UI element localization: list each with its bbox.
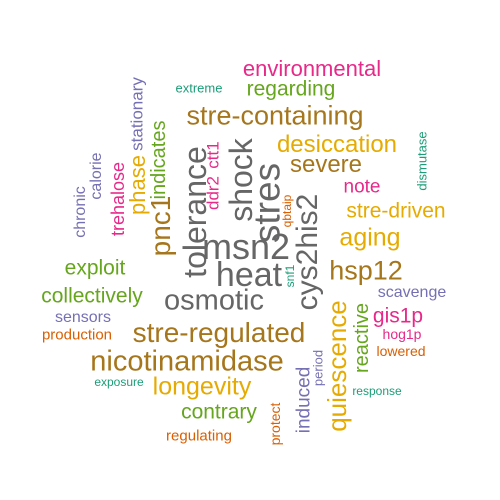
word-aging: aging bbox=[339, 223, 401, 252]
word-cys2his2: cys2his2 bbox=[291, 193, 324, 311]
word-stationary: stationary bbox=[127, 77, 147, 151]
word-indicates: indicates bbox=[148, 120, 170, 200]
word-production: production bbox=[41, 326, 113, 344]
word-stre-containing: stre-containing bbox=[186, 100, 364, 131]
word-ddr2: ddr2 bbox=[203, 175, 223, 211]
word-quiescence: quiescence bbox=[322, 300, 352, 432]
word-sensors: sensors bbox=[54, 309, 112, 326]
word-heat: heat bbox=[215, 256, 283, 294]
word-extreme: extreme bbox=[175, 80, 223, 96]
word-stre-driven: stre-driven bbox=[346, 199, 446, 223]
word-contrary: contrary bbox=[181, 400, 257, 424]
word-reactive: reactive bbox=[351, 302, 373, 374]
word-stre-regulated: stre-regulated bbox=[132, 317, 306, 348]
word-calorie: calorie bbox=[88, 152, 105, 200]
word-note: note bbox=[343, 176, 381, 198]
word-regarding: regarding bbox=[246, 77, 336, 101]
word-nicotinamidase: nicotinamidase bbox=[90, 345, 284, 378]
word-environmental: environmental bbox=[242, 56, 382, 81]
word-lowered: lowered bbox=[376, 343, 426, 359]
word-ctt1: ctt1 bbox=[203, 141, 223, 169]
word-qbtaip: qbtaip bbox=[280, 194, 294, 228]
word-exploit: exploit bbox=[64, 256, 126, 280]
word-desiccation: desiccation bbox=[276, 131, 398, 158]
word-scavenge: scavenge bbox=[377, 284, 447, 301]
word-longevity: longevity bbox=[152, 372, 252, 401]
word-induced: induced bbox=[293, 366, 315, 434]
word-pnc1: pnc1 bbox=[145, 195, 176, 257]
word-snf1: snf1 bbox=[283, 264, 297, 288]
word-hog1p: hog1p bbox=[382, 326, 422, 342]
word-hsp12: hsp12 bbox=[329, 255, 403, 286]
word-severe: severe bbox=[289, 151, 363, 178]
word-collectively: collectively bbox=[41, 284, 143, 308]
word-response: response bbox=[352, 384, 402, 398]
word-regulating: regulating bbox=[166, 427, 232, 445]
word-msn2: msn2 bbox=[201, 226, 291, 267]
word-chronic: chronic bbox=[72, 186, 89, 238]
word-exposure: exposure bbox=[94, 375, 144, 389]
word-protect: protect bbox=[267, 402, 283, 446]
word-osmotic: osmotic bbox=[164, 284, 264, 317]
word-dismutase: dismutase bbox=[414, 131, 430, 191]
word-gis1p: gis1p bbox=[372, 304, 424, 328]
